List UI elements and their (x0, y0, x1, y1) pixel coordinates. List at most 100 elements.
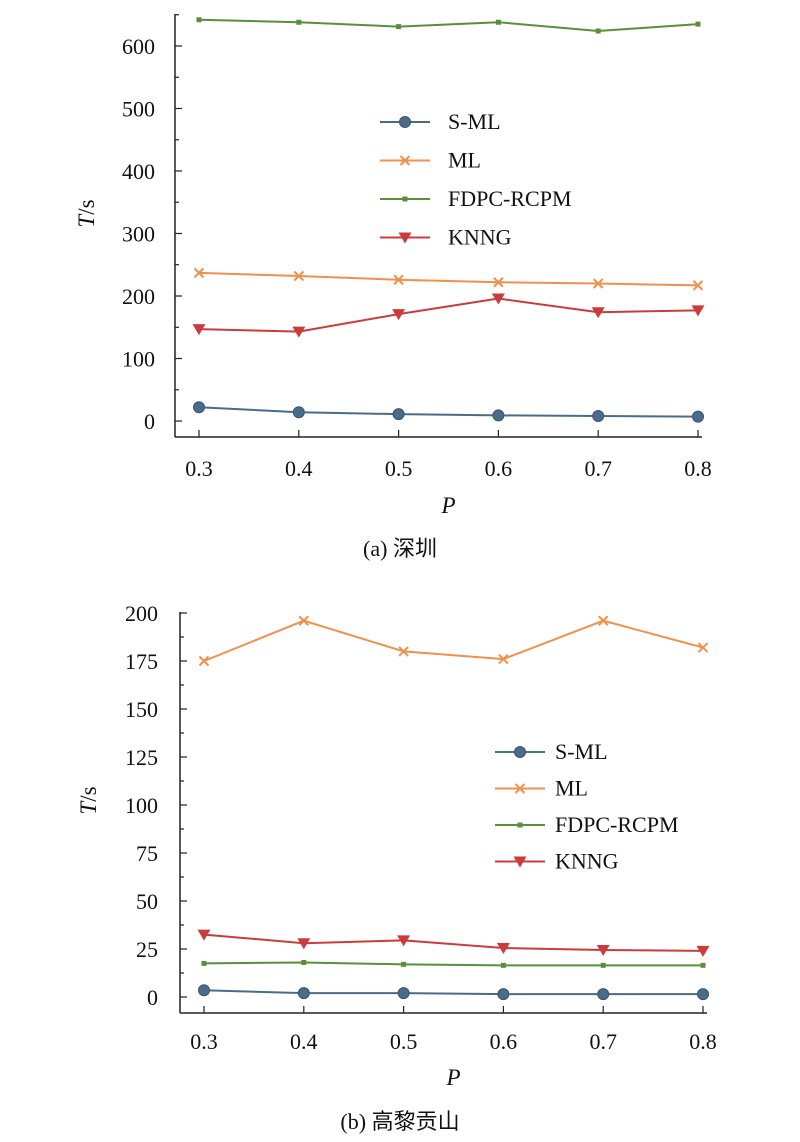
data-point (495, 19, 501, 25)
legend-marker (399, 116, 411, 128)
legend-marker (402, 196, 408, 202)
series-line (203, 619, 704, 662)
y-axis-title: T/s (76, 786, 101, 814)
data-point (297, 987, 310, 1000)
legend-label: KNNG (555, 849, 619, 874)
x-tick-label: 0.7 (589, 1029, 617, 1054)
legend-label: S-ML (448, 109, 501, 134)
legend-label: FDPC-RCPM (448, 186, 572, 211)
legend-label: S-ML (555, 739, 608, 764)
legend-item: S-ML (380, 109, 501, 134)
series-fdpc-rcpm (201, 959, 706, 968)
y-tick-label: 75 (136, 841, 158, 866)
series-ml (198, 615, 709, 667)
series-line (203, 961, 703, 967)
data-point (591, 307, 605, 319)
chart-gaoligongshan: 0 25 50 75 100 125 150 175 200 0.3 0.4 0.5 0.6 0.7 0.8… (76, 601, 717, 1134)
legend: S-ML ML FDPC-RCPM KNNG (495, 739, 679, 874)
x-axis-title: P (445, 1065, 460, 1090)
legend-item: ML (380, 148, 481, 173)
y-tick-label: 200 (125, 601, 158, 626)
y-tick-label: 150 (125, 697, 158, 722)
legend-item: FDPC-RCPM (495, 812, 679, 837)
data-point (500, 962, 506, 968)
y-tick-label: 50 (136, 889, 158, 914)
data-point (600, 962, 606, 968)
y-tick-label: 25 (136, 937, 158, 962)
data-point (196, 17, 202, 23)
x-axis-title: P (440, 493, 455, 518)
data-point (496, 943, 510, 955)
y-tick-label: 125 (125, 745, 158, 770)
y-tick-label: 400 (122, 159, 155, 184)
legend-label: ML (448, 148, 481, 173)
data-point (292, 326, 306, 338)
data-point (392, 408, 405, 421)
data-point (393, 274, 404, 285)
series-s-ml (193, 401, 704, 423)
data-point (301, 959, 307, 965)
legend-marker (398, 232, 412, 244)
data-point (396, 24, 402, 30)
data-point (596, 944, 610, 956)
legend-marker (514, 783, 526, 794)
legend-marker (514, 746, 526, 758)
data-point (392, 309, 406, 321)
data-point (695, 21, 701, 27)
legend-item: KNNG (495, 849, 619, 874)
y-tick-label: 600 (122, 34, 155, 59)
data-point (198, 984, 210, 997)
data-point (198, 655, 210, 667)
data-point (192, 324, 206, 336)
data-point (592, 410, 605, 422)
data-point (397, 935, 411, 947)
y-tick-label: 300 (122, 222, 155, 247)
legend-marker (513, 856, 527, 868)
x-tick-label: 0.7 (584, 456, 612, 481)
data-point (197, 929, 211, 941)
chart-caption: (a) 深圳 (363, 536, 437, 561)
data-point (401, 961, 407, 967)
series-line (203, 989, 703, 996)
legend-item: ML (495, 776, 588, 801)
x-tick-label: 0.4 (290, 1029, 318, 1054)
series-knng (192, 293, 705, 338)
data-point (595, 28, 601, 34)
data-point (193, 267, 205, 279)
y-tick-label: 200 (122, 284, 155, 309)
data-point (692, 280, 704, 291)
x-tick-label: 0.8 (689, 1029, 717, 1054)
series-s-ml (198, 984, 709, 1001)
series-knng (197, 929, 710, 957)
data-point (398, 646, 409, 657)
data-point (597, 615, 609, 626)
data-point (493, 277, 504, 288)
data-point (498, 653, 509, 665)
series-line (198, 271, 699, 287)
data-point (201, 960, 207, 966)
legend: S-ML ML FDPC-RCPM KNNG (380, 109, 572, 250)
x-tick-label: 0.5 (385, 456, 413, 481)
data-point (491, 293, 505, 305)
series-line (198, 18, 699, 33)
data-point (497, 988, 510, 1001)
data-point (397, 987, 410, 1000)
data-point (696, 945, 710, 957)
series-line (203, 933, 704, 952)
x-tick-label: 0.3 (190, 1029, 218, 1054)
y-tick-label: 0 (144, 409, 155, 434)
y-tick-label: 175 (125, 649, 158, 674)
data-point (592, 278, 604, 289)
series-line (198, 297, 699, 333)
y-tick-label: 100 (122, 347, 155, 372)
x-tick-label: 0.3 (185, 456, 213, 481)
data-point (492, 409, 505, 422)
legend-item: S-ML (495, 739, 608, 764)
data-point (296, 19, 302, 25)
x-tick-label: 0.6 (485, 456, 513, 481)
data-point (692, 410, 704, 423)
series-ml (193, 267, 704, 291)
data-point (700, 962, 706, 968)
x-tick-label: 0.5 (390, 1029, 418, 1054)
data-point (697, 642, 709, 653)
